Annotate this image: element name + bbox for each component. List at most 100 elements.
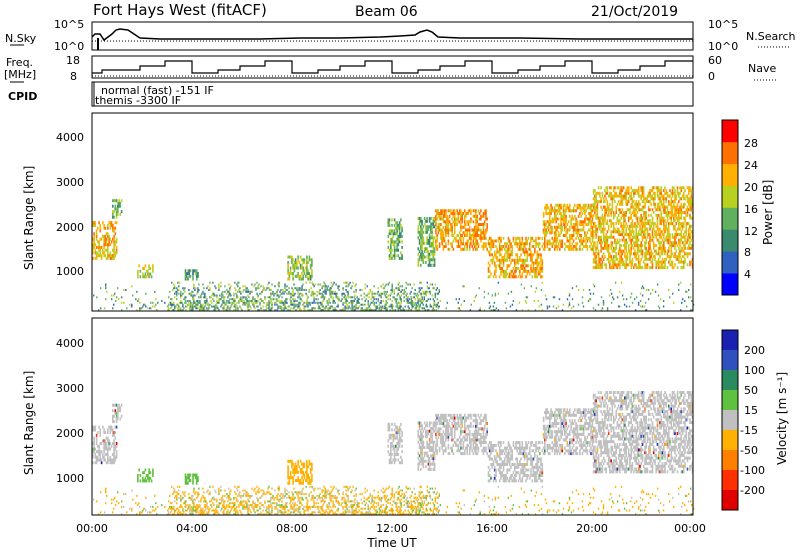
power-cell: [98, 309, 100, 312]
power-cell: [249, 305, 251, 308]
power-cell: [336, 296, 338, 299]
velocity-cell: [287, 470, 289, 474]
power-cell: [137, 300, 139, 302]
power-cell: [651, 260, 654, 264]
power-cell: [689, 197, 691, 201]
power-cell: [674, 197, 676, 201]
velocity-cell: [184, 476, 187, 480]
power-cell: [467, 228, 470, 232]
power-cell: [562, 217, 565, 221]
power-cell: [661, 249, 664, 253]
power-cell: [579, 247, 581, 251]
power-cell: [432, 287, 434, 290]
power-cell: [373, 309, 375, 312]
power-cell: [665, 211, 668, 215]
power-cell: [614, 249, 616, 253]
power-cell: [209, 287, 211, 290]
power-cell: [437, 301, 439, 304]
power-cell: [473, 242, 476, 246]
power-cell: [450, 242, 452, 246]
power-cell: [300, 289, 302, 291]
velocity-cell: [94, 453, 97, 456]
power-cell: [676, 202, 679, 206]
power-cell: [390, 240, 392, 244]
power-cell: [646, 266, 649, 270]
power-cell: [145, 292, 147, 295]
power-cell: [485, 228, 487, 232]
power-cell: [466, 245, 468, 248]
power-cell: [595, 249, 597, 253]
velocity-cell: [93, 450, 95, 454]
power-cell: [251, 290, 253, 293]
power-cell: [527, 236, 530, 240]
power-cell: [579, 220, 581, 224]
power-cell: [650, 189, 652, 193]
power-cell: [299, 296, 301, 299]
power-cell: [675, 211, 678, 215]
power-cell: [585, 242, 587, 246]
power-cell: [669, 216, 671, 220]
power-cell: [107, 223, 109, 227]
power-cell: [194, 294, 196, 297]
power-cell: [229, 289, 231, 291]
velocity-cell: [422, 429, 425, 433]
power-cell: [659, 227, 661, 231]
velocity-cell: [92, 442, 94, 445]
velocity-cell: [306, 468, 308, 471]
power-cell: [307, 296, 309, 299]
power-cell: [652, 246, 655, 250]
power-cell: [399, 296, 401, 299]
power-cell: [403, 292, 405, 295]
velocity-cell: [97, 444, 99, 448]
power-cell: [674, 200, 676, 204]
power-cell: [660, 189, 662, 193]
velocity-cell: [112, 420, 114, 424]
velocity-cell: [108, 442, 110, 445]
power-cell: [185, 305, 187, 308]
power-cell: [544, 228, 546, 232]
power-cell: [518, 301, 521, 304]
power-cell: [560, 225, 562, 229]
velocity-cell: [301, 470, 303, 474]
power-cell: [451, 217, 453, 221]
power-cell: [612, 227, 615, 231]
power-cell: [202, 290, 204, 293]
power-cell: [482, 242, 485, 246]
velocity-cell: [397, 431, 400, 435]
velocity-cell: [418, 437, 421, 441]
power-cell: [670, 244, 673, 248]
velocity-cell: [105, 444, 108, 448]
power-cell: [569, 228, 571, 232]
power-cell: [458, 245, 461, 248]
power-cell: [294, 298, 296, 301]
power-cell: [664, 230, 666, 234]
power-cell: [403, 290, 405, 293]
power-cell: [259, 298, 261, 301]
power-cell: [278, 283, 280, 286]
power-cell: [415, 307, 417, 310]
power-cell: [313, 285, 315, 288]
power-cell: [223, 301, 225, 304]
power-cell: [373, 301, 375, 304]
power-cell: [296, 289, 298, 291]
power-cell: [417, 301, 419, 304]
power-cell: [435, 303, 437, 306]
power-cell: [431, 250, 433, 253]
power-cell: [119, 204, 122, 208]
power-cell: [438, 305, 440, 308]
power-cell: [421, 298, 423, 301]
power-cell: [236, 305, 238, 308]
power-cell: [580, 220, 582, 224]
power-cell: [280, 289, 282, 291]
power-cell: [652, 200, 655, 204]
power-cell: [625, 244, 627, 248]
power-cell: [678, 227, 680, 231]
power-cell: [647, 208, 650, 212]
power-cell: [670, 222, 673, 226]
power-cell: [442, 220, 445, 224]
power-cell: [252, 303, 254, 306]
power-cell: [605, 246, 607, 250]
power-cell: [237, 307, 239, 310]
power-cell: [609, 219, 611, 223]
power-cell: [421, 247, 423, 251]
